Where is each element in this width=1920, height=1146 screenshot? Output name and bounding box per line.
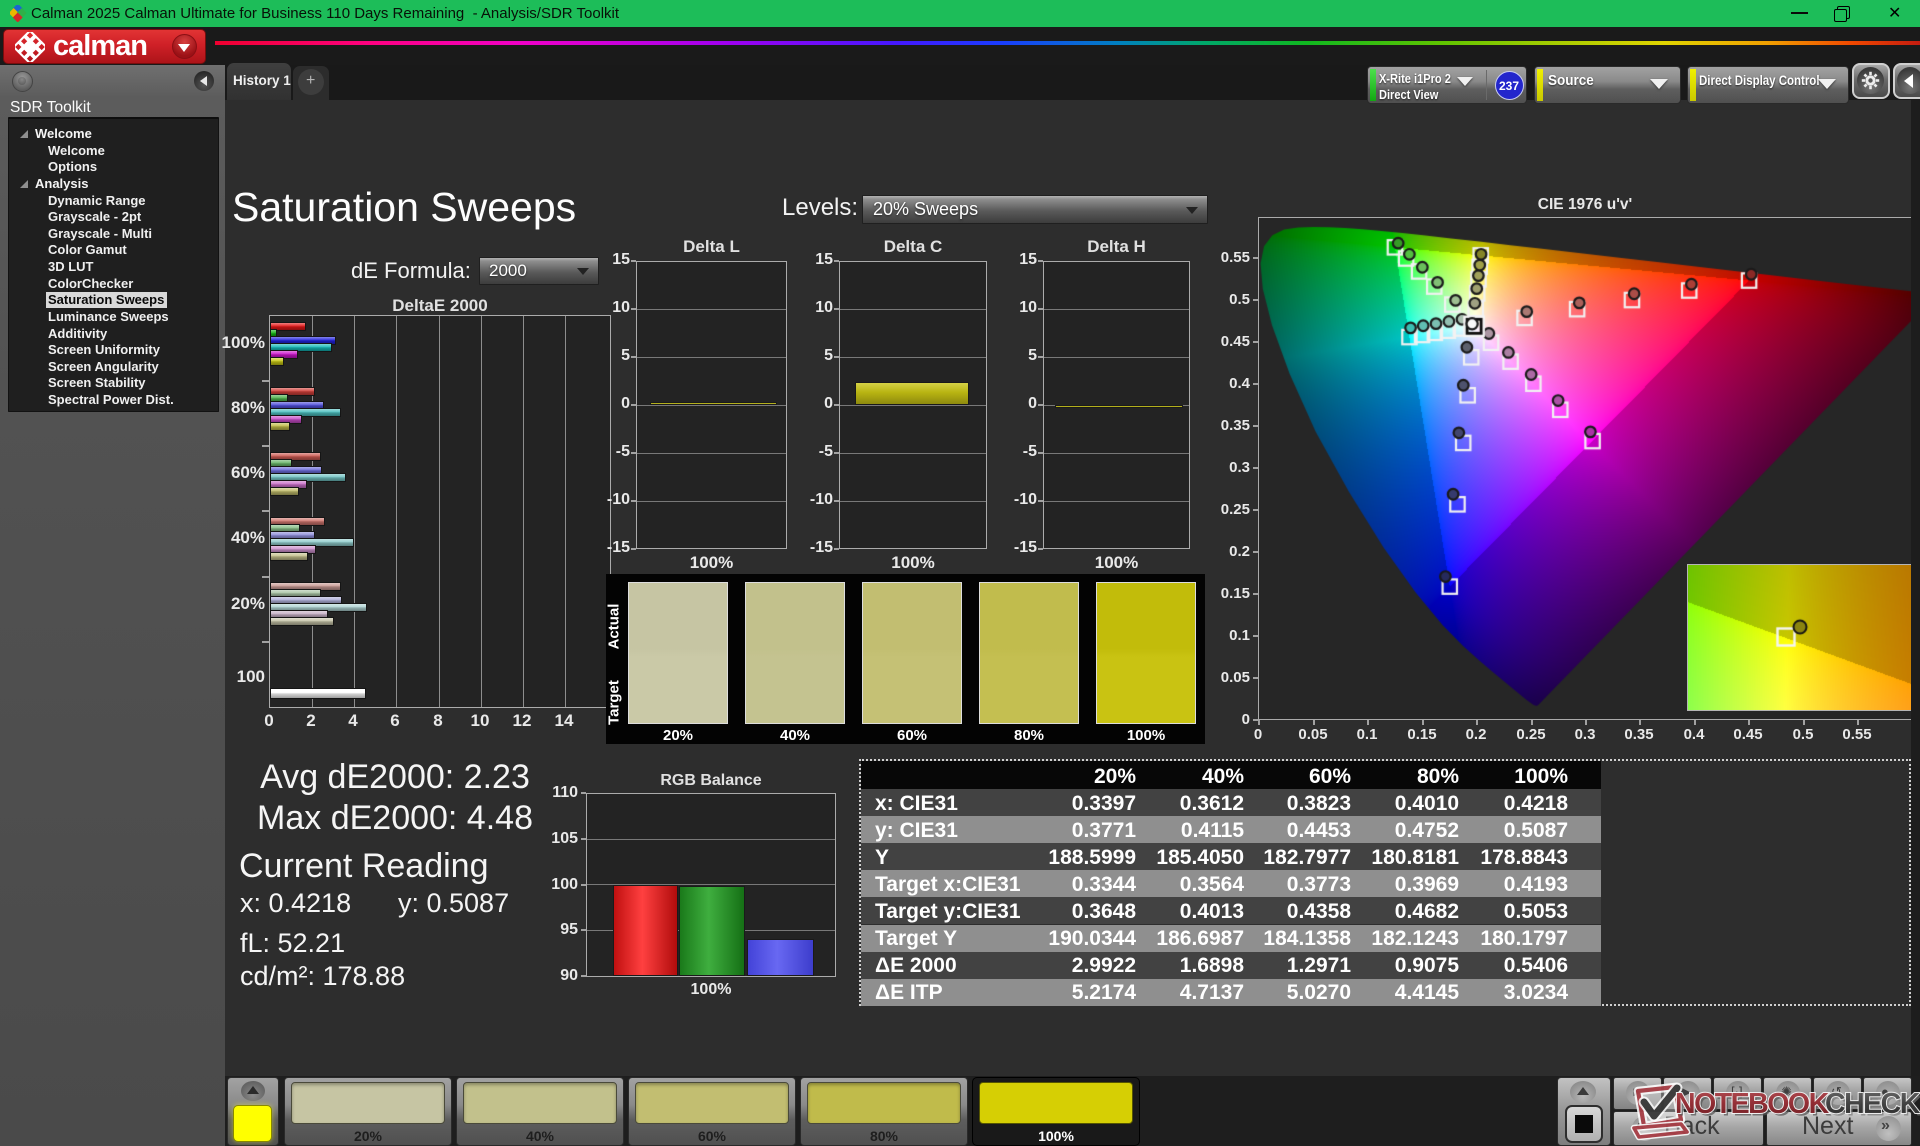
svg-text:CHECK: CHECK (1825, 1088, 1920, 1120)
svg-text:NOTEBOOK: NOTEBOOK (1675, 1088, 1830, 1120)
svg-text:CHECK: CHECK (1828, 1091, 1920, 1123)
svg-text:NOTEBOOK: NOTEBOOK (1678, 1091, 1833, 1123)
